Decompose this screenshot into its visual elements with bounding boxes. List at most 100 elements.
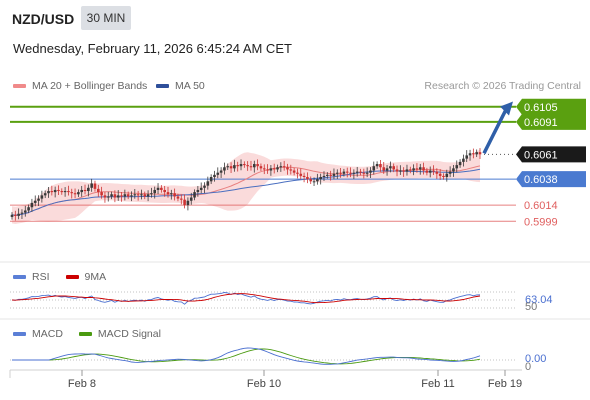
candle-body — [402, 170, 405, 172]
candle-body — [252, 164, 256, 168]
candle-body — [435, 171, 439, 174]
candle-body — [213, 174, 216, 177]
candle-body — [326, 174, 329, 176]
ma20-swatch — [13, 84, 26, 88]
candle-body — [405, 169, 409, 172]
candle-body — [186, 200, 190, 206]
candle-body — [468, 153, 472, 156]
ma50-legend-label: MA 50 — [175, 80, 205, 92]
candle-body — [428, 170, 432, 173]
ma20-line — [11, 165, 481, 216]
candle-body — [14, 214, 17, 216]
candle-body — [203, 185, 206, 188]
candle-body — [239, 164, 243, 167]
candle-body — [375, 164, 379, 167]
forecast-arrow-head — [500, 101, 513, 116]
support-label-0.5999: 0.5999 — [524, 216, 558, 228]
candle-body — [83, 189, 87, 192]
candle-body — [266, 169, 269, 171]
chart-header: NZD/USD 30 MIN — [0, 0, 590, 36]
candle-body — [276, 167, 279, 170]
candle-body — [408, 169, 412, 171]
rsi-line — [11, 292, 481, 305]
candle-body — [43, 193, 47, 196]
candle-body — [216, 172, 220, 175]
candle-body — [53, 189, 57, 193]
level-labels: 0.6105 0.6091 0.6061 0.6038 0.6014 0.5999 — [516, 98, 586, 228]
macd-zero-label: 0 — [525, 361, 531, 373]
chart-datetime: Wednesday, February 11, 2026 6:45:24 AM … — [13, 41, 292, 56]
candle-body — [183, 199, 186, 206]
forecast-arrow — [482, 101, 513, 155]
candle-body — [219, 170, 223, 173]
candle-body — [339, 172, 342, 174]
candle-body — [57, 189, 60, 192]
candle-body — [243, 164, 246, 166]
legend-rsi: RSI 9MA — [13, 271, 106, 283]
candle-body — [37, 198, 40, 201]
candle-body — [418, 167, 422, 170]
candle-body — [412, 168, 415, 171]
candle-body — [349, 172, 352, 174]
candle-body — [116, 195, 120, 198]
candle-body — [392, 166, 396, 170]
candle-body — [432, 170, 435, 172]
candle-body — [332, 173, 336, 176]
candle-body — [382, 167, 386, 171]
candle-body — [77, 192, 80, 195]
candle-body — [23, 210, 27, 213]
candle-body — [166, 192, 170, 195]
candle-body — [136, 194, 140, 196]
candle-body — [27, 207, 30, 211]
candle-body — [179, 198, 183, 200]
moving-averages — [11, 165, 481, 216]
candle-body — [282, 166, 286, 168]
candle-body — [63, 191, 67, 193]
macd-legend-label: MACD — [32, 328, 63, 340]
x-tick-label: Feb 19 — [488, 378, 522, 390]
rsi-value-label: 63.04 — [525, 294, 553, 306]
macd-swatch — [13, 332, 26, 336]
candle-body — [342, 171, 346, 174]
candle-body — [246, 165, 249, 167]
candle-body — [279, 166, 283, 168]
candle-body — [362, 172, 366, 174]
pivot-label-0.6038: 0.6038 — [524, 174, 558, 186]
candle-body — [306, 177, 309, 180]
price-levels — [10, 105, 516, 222]
support-label-0.6014: 0.6014 — [524, 200, 558, 212]
x-tick-label: Feb 8 — [68, 378, 96, 390]
candle-body — [309, 179, 313, 182]
candle-body — [90, 183, 93, 188]
candle-body — [70, 192, 74, 194]
candle-body — [146, 194, 150, 197]
candle-body — [123, 194, 127, 197]
macd-signal-swatch — [78, 332, 92, 336]
legend-macd: MACD MACD Signal — [13, 328, 161, 340]
candle-body — [199, 187, 203, 190]
candle-body — [229, 166, 233, 169]
candle-body — [156, 187, 160, 190]
candle-body — [126, 194, 130, 197]
candle-body — [33, 200, 37, 203]
candle-body — [395, 169, 399, 172]
timeframe-button[interactable]: 30 MIN — [81, 6, 131, 30]
candle-body — [322, 175, 326, 177]
symbol-label: NZD/USD — [12, 11, 75, 27]
candle-body — [369, 170, 372, 173]
candle-body — [236, 165, 240, 167]
candle-body — [442, 175, 445, 177]
candle-body — [93, 183, 97, 189]
candle-body — [389, 166, 392, 169]
target-label-bg — [516, 98, 586, 115]
candle-body — [329, 174, 332, 176]
candle-body — [458, 161, 462, 166]
candle-body — [96, 188, 100, 193]
rsi-ma-legend-label: 9MA — [84, 271, 107, 283]
candle-body — [292, 170, 296, 173]
candle-body — [352, 172, 356, 174]
candle-body — [399, 170, 402, 172]
candle-body — [299, 173, 303, 176]
macd-line — [12, 347, 481, 365]
